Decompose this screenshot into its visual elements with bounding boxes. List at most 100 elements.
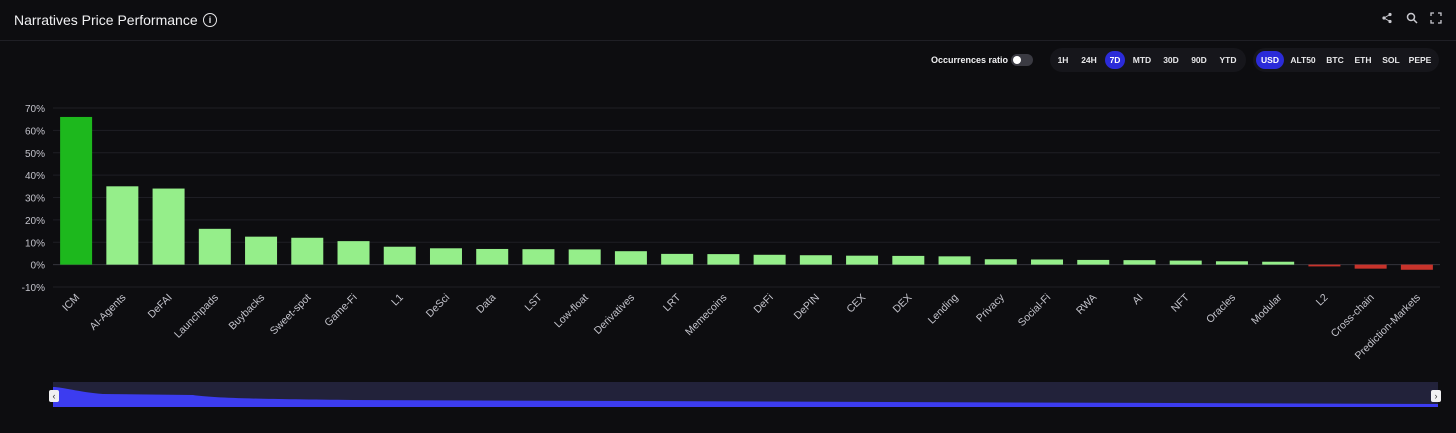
base-sol[interactable]: SOL — [1382, 55, 1400, 65]
bar-cross-chain — [1354, 264, 1387, 269]
base-currency-group: USD ALT50 BTC ETH SOL PEPE — [1253, 48, 1439, 72]
page-title: Narratives Price Performance — [14, 12, 198, 28]
bar-low-float — [568, 249, 601, 265]
x-tick-label: LRT — [661, 291, 684, 314]
bar-chart: 70% 60% 50% 40% 30% 20% 10% 0% -10% ICM AI-Agents… — [22, 104, 1440, 362]
bar-buybacks — [245, 236, 278, 265]
bar-memecoins — [707, 254, 740, 265]
x-tick-label: DEX — [891, 292, 915, 316]
x-tick-label: Cross-chain — [1329, 292, 1377, 340]
x-tick-label: L2 — [1314, 292, 1331, 309]
time-range-30d[interactable]: 30D — [1163, 55, 1179, 65]
bar-defi — [753, 254, 786, 265]
base-usd[interactable]: USD — [1256, 51, 1284, 69]
y-tick-label: 60% — [25, 126, 45, 137]
x-tick-label: ICM — [60, 292, 82, 314]
x-tick-label: CEX — [844, 292, 868, 316]
x-tick-label: DeFi — [752, 292, 776, 316]
bar-nft — [1169, 260, 1202, 265]
x-tick-label: Modular — [1249, 291, 1285, 327]
navigator-series — [53, 387, 1438, 407]
bar-depin — [799, 255, 832, 265]
bar-l2 — [1308, 264, 1341, 267]
x-tick-label: DePIN — [792, 292, 822, 322]
y-tick-label: 70% — [25, 104, 45, 115]
x-tick-label: L1 — [389, 292, 406, 309]
occurrences-ratio-label: Occurrences ratio — [931, 55, 1009, 65]
bar-l1 — [383, 246, 416, 265]
bar-oracles — [1215, 261, 1248, 265]
x-tick-label: AI-Agents — [87, 292, 128, 333]
time-range-ytd[interactable]: YTD — [1219, 55, 1237, 65]
chart-header: Narratives Price Performance i — [0, 0, 1456, 41]
x-tick-label: Oracles — [1204, 292, 1238, 326]
x-tick-label: Data — [474, 292, 498, 316]
bar-game-fi — [337, 241, 370, 265]
bar-desci — [429, 248, 462, 265]
x-tick-label: AI — [1130, 292, 1146, 308]
y-tick-label: 50% — [25, 149, 45, 160]
navigator-left-handle[interactable]: ‹ — [49, 390, 59, 402]
x-tick-label: Game-Fi — [322, 292, 359, 329]
y-tick-label: 40% — [25, 171, 45, 182]
bar-defai — [152, 188, 185, 265]
x-tick-label: RWA — [1074, 292, 1099, 317]
x-tick-label: Derivatives — [592, 292, 637, 337]
bar-cex — [846, 255, 879, 265]
bar-ai-agents — [106, 186, 139, 265]
y-tick-label: -10% — [22, 283, 45, 294]
y-tick-label: 0% — [31, 261, 46, 272]
x-tick-label: DeFAI — [146, 292, 175, 321]
base-btc[interactable]: BTC — [1326, 55, 1344, 65]
x-tick-label: Lending — [926, 292, 961, 327]
bar-sweet-spot — [291, 237, 324, 265]
base-pepe[interactable]: PEPE — [1408, 55, 1432, 65]
bar-ai — [1123, 260, 1156, 265]
x-tick-label: Social-Fi — [1016, 292, 1053, 329]
x-tick-label: Launchpads — [172, 292, 221, 341]
x-tick-label: Low-float — [552, 292, 591, 331]
time-range-group: 1H 24H 7D MTD 30D 90D YTD — [1050, 48, 1246, 72]
bars — [60, 116, 1433, 270]
x-tick-label: DeSci — [424, 292, 452, 320]
navigator-right-handle[interactable]: › — [1431, 390, 1441, 402]
time-range-24h[interactable]: 24H — [1081, 55, 1097, 65]
time-range-90d[interactable]: 90D — [1191, 55, 1207, 65]
bar-icm — [60, 116, 93, 265]
y-tick-label: 10% — [25, 238, 45, 249]
x-tick-label: Sweet-spot — [268, 292, 314, 338]
fullscreen-icon[interactable] — [1430, 12, 1444, 26]
bar-derivatives — [614, 251, 647, 265]
share-icon[interactable] — [1381, 12, 1395, 26]
x-tick-label: Memecoins — [683, 292, 729, 338]
x-tick-label: NFT — [1169, 291, 1192, 314]
bar-privacy — [984, 259, 1017, 265]
bar-social-fi — [1031, 259, 1064, 265]
bar-lst — [522, 249, 555, 265]
bar-lrt — [661, 253, 694, 265]
bar-rwa — [1077, 259, 1110, 265]
search-icon[interactable] — [1406, 12, 1420, 26]
bar-prediction-markets — [1400, 264, 1433, 270]
x-tick-label: Privacy — [974, 291, 1007, 324]
bar-launchpads — [198, 228, 231, 265]
time-range-7d[interactable]: 7D — [1105, 51, 1125, 69]
toggle-knob — [1013, 56, 1021, 64]
time-range-mtd[interactable]: MTD — [1132, 55, 1152, 65]
y-tick-label: 20% — [25, 216, 45, 227]
occurrences-ratio-toggle[interactable] — [1011, 54, 1033, 66]
base-alt50[interactable]: ALT50 — [1290, 55, 1316, 65]
time-range-1h[interactable]: 1H — [1057, 55, 1069, 65]
y-axis: 70% 60% 50% 40% 30% 20% 10% 0% -10% — [22, 104, 45, 294]
info-icon[interactable]: i — [203, 13, 217, 27]
x-tick-label: Buybacks — [226, 292, 267, 333]
bar-modular — [1262, 261, 1295, 265]
y-tick-label: 30% — [25, 194, 45, 205]
bar-lending — [938, 256, 971, 265]
bar-dex — [892, 255, 925, 265]
bar-data — [476, 248, 509, 265]
range-navigator[interactable] — [53, 382, 1438, 407]
x-tick-label: LST — [522, 291, 545, 314]
base-eth[interactable]: ETH — [1354, 55, 1372, 65]
